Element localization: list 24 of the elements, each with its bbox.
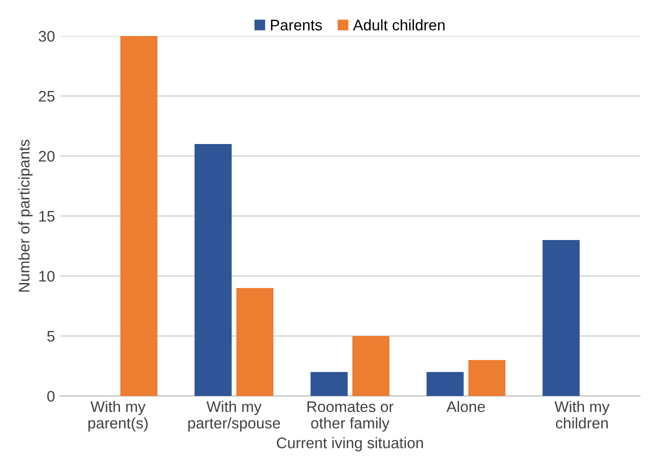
y-tick-label: 30 (38, 30, 55, 42)
bar (120, 36, 158, 396)
y-tick-label: 5 (47, 331, 54, 342)
x-tick-label: Alone (446, 400, 485, 412)
legend-label: Adult children (352, 19, 445, 30)
bar (426, 372, 464, 396)
y-tick-label: 10 (39, 270, 55, 282)
x-axis-title: Current iving situation (276, 437, 423, 452)
x-tick-label: With my children (554, 400, 610, 429)
y-tick-label: 20 (38, 150, 55, 162)
y-axis-title: Number of participants (18, 140, 33, 292)
legend-label: Parents (271, 20, 322, 30)
bar (468, 360, 506, 396)
x-tick-label: Roomates or other family (308, 401, 394, 432)
x-tick-label: With my parter/spouse (188, 400, 280, 432)
x-tick-label: With my parent(s) (88, 400, 148, 432)
bar (310, 372, 348, 396)
bar (352, 336, 390, 396)
bar (194, 144, 232, 396)
y-tick-label: 15 (39, 211, 54, 222)
y-tick-label: 25 (38, 90, 54, 102)
bar (236, 288, 274, 396)
y-tick-label: 0 (47, 390, 55, 402)
bar (542, 240, 580, 396)
